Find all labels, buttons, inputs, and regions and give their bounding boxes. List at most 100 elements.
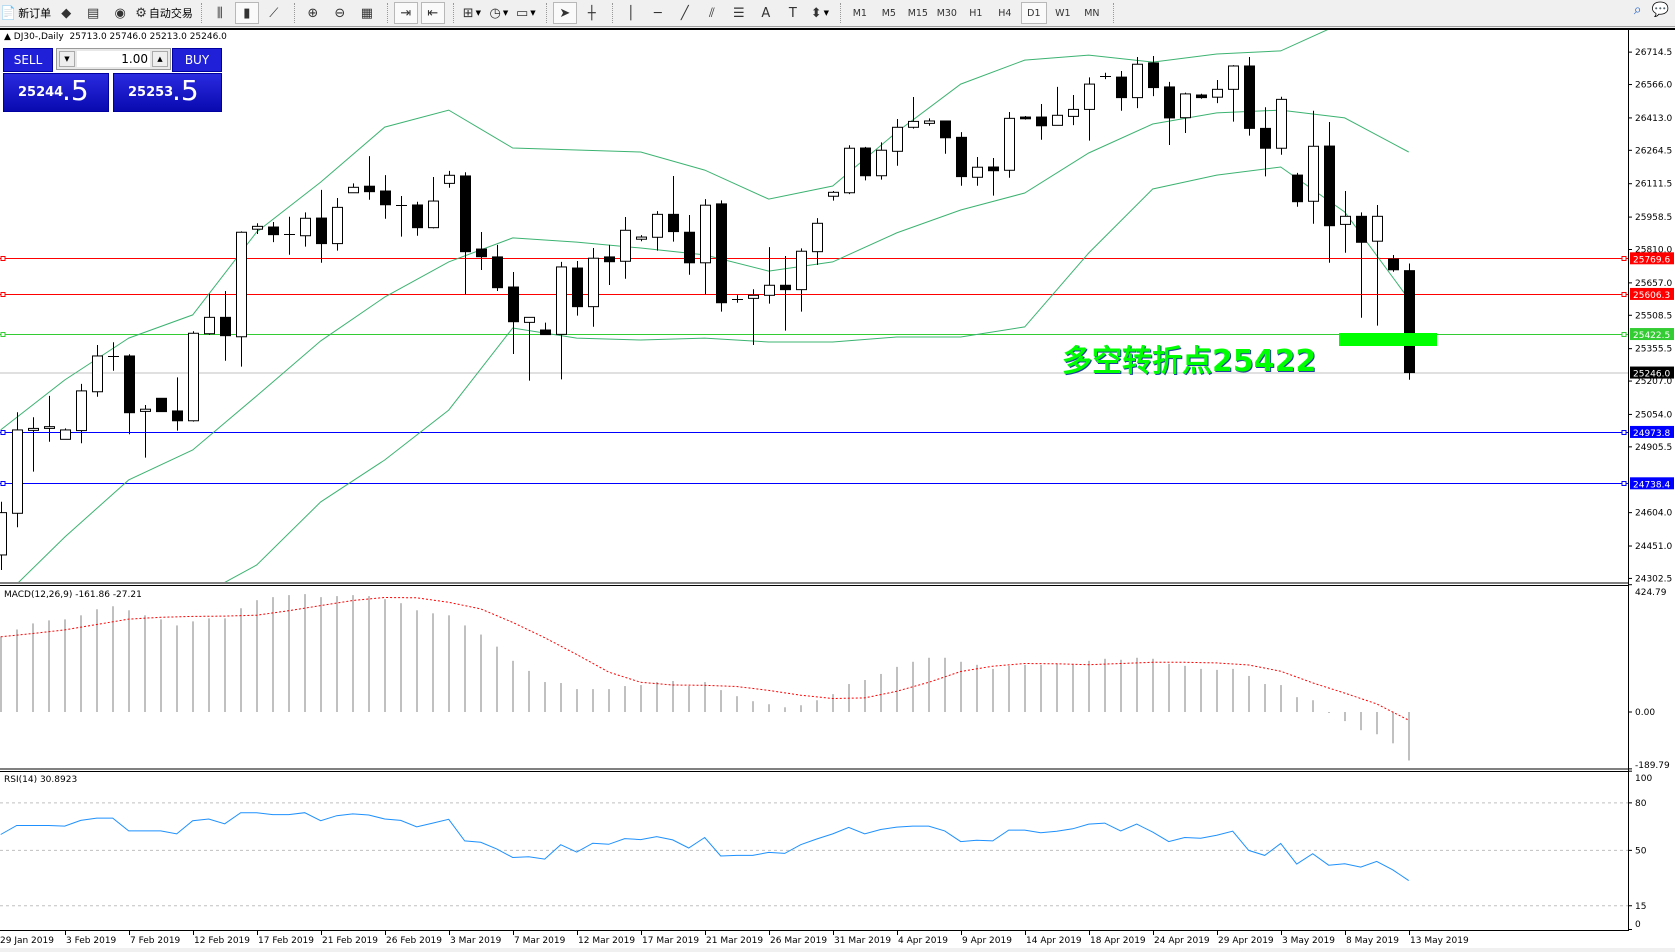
line-handle[interactable] (0, 332, 6, 337)
line-chart-button[interactable]: ⟋ (262, 2, 286, 24)
candle[interactable] (284, 216, 295, 255)
lot-decrease-button[interactable]: ▼ (59, 51, 75, 67)
vertical-line-button[interactable]: │ (619, 2, 643, 24)
pivot-annotation-text[interactable]: 多空转折点25422 (1062, 344, 1317, 379)
candle[interactable] (316, 189, 327, 263)
candle[interactable] (12, 412, 23, 528)
candle[interactable] (188, 331, 199, 422)
candle[interactable] (476, 232, 487, 270)
buy-button[interactable]: BUY (172, 48, 222, 72)
trendline-button[interactable]: ╱ (673, 2, 697, 24)
candle[interactable] (492, 244, 503, 291)
candle[interactable] (1196, 93, 1207, 99)
candle[interactable] (60, 428, 71, 440)
candle[interactable] (908, 96, 919, 129)
timeframe-m1[interactable]: M1 (852, 7, 867, 19)
timeframe-h4[interactable]: H4 (998, 7, 1012, 19)
candle[interactable] (812, 218, 823, 265)
dropdown-arrow-icon[interactable]: ▼ (823, 9, 829, 17)
arrows-button[interactable]: ⬍ ▼ (808, 2, 832, 24)
candle[interactable] (364, 156, 375, 200)
timeframe-m30[interactable]: M30 (936, 7, 957, 19)
time-axis[interactable]: 29 Jan 2019 3 Feb 2019 7 Feb 2019 12 Feb 20… (0, 930, 1469, 946)
candle[interactable] (1324, 122, 1335, 263)
line-handle[interactable] (0, 292, 6, 297)
lot-increase-button[interactable]: ▲ (152, 51, 168, 67)
candle[interactable] (92, 345, 103, 397)
new-order-button[interactable]: 📄 新订单 (0, 2, 51, 24)
candle[interactable] (652, 211, 663, 251)
candle[interactable] (924, 118, 935, 126)
candle[interactable] (860, 146, 871, 181)
horizontal-line-button[interactable]: ─ (646, 2, 670, 24)
candle[interactable] (156, 397, 167, 413)
candle[interactable] (844, 145, 855, 195)
tile-windows-button[interactable]: ▦ (355, 2, 379, 24)
candle[interactable] (252, 223, 263, 234)
line-handle[interactable] (1621, 292, 1627, 297)
candle[interactable] (1052, 86, 1063, 126)
auto-trading-button[interactable]: ⚙ 自动交易 (135, 2, 193, 24)
candle[interactable] (1260, 107, 1271, 177)
candle[interactable] (684, 215, 695, 275)
price-axis[interactable]: 26714.5 26566.0 26413.0 26264.5 26111.5 25958… (1628, 48, 1672, 584)
candle[interactable] (940, 120, 951, 154)
candle[interactable] (380, 175, 391, 219)
candle[interactable] (1116, 71, 1127, 111)
line-handle[interactable] (0, 430, 6, 435)
candle[interactable] (1212, 79, 1223, 104)
candle[interactable] (1388, 254, 1399, 272)
fibonacci-button[interactable]: ☰ (727, 2, 751, 24)
auto-scroll-button[interactable]: ⇥ (393, 2, 418, 24)
candle[interactable] (572, 261, 583, 316)
candle[interactable] (1036, 103, 1047, 140)
candle[interactable] (1100, 72, 1111, 80)
candle[interactable] (220, 290, 231, 361)
candle[interactable] (1020, 115, 1031, 120)
candle[interactable] (1228, 65, 1239, 122)
candle[interactable] (716, 200, 727, 312)
candle[interactable] (124, 354, 135, 435)
candle[interactable] (540, 322, 551, 336)
line-handle[interactable] (1621, 430, 1627, 435)
pivot-marker-rect[interactable] (1339, 333, 1437, 346)
candle[interactable] (1148, 55, 1159, 97)
candle[interactable] (348, 183, 359, 194)
line-handle[interactable] (1621, 481, 1627, 486)
chat-icon[interactable]: 💬 (1651, 2, 1669, 18)
candle[interactable] (1164, 81, 1175, 145)
candlestick-chart-button[interactable]: ▮ (234, 2, 259, 24)
candle[interactable] (700, 199, 711, 295)
candle[interactable] (204, 293, 215, 336)
cursor-button[interactable]: ➤ (552, 2, 577, 24)
candle[interactable] (460, 172, 471, 295)
indicators-button[interactable]: ⊞ ▼ (460, 2, 484, 24)
zoom-in-button[interactable]: ⊕ (301, 2, 325, 24)
periods-clock-button[interactable]: ◷ ▼ (487, 2, 511, 24)
candle[interactable] (28, 417, 39, 472)
candle[interactable] (300, 212, 311, 247)
candle[interactable] (892, 119, 903, 166)
candle[interactable] (604, 244, 615, 286)
timeframe-d1[interactable]: D1 (1020, 2, 1047, 24)
line-handle[interactable] (0, 481, 6, 486)
timeframe-w1[interactable]: W1 (1055, 7, 1071, 19)
zoom-out-button[interactable]: ⊖ (328, 2, 352, 24)
macd-panel[interactable] (0, 594, 1410, 761)
candle[interactable] (0, 501, 7, 571)
candle[interactable] (668, 175, 679, 242)
candle[interactable] (444, 170, 455, 188)
chart-shift-button[interactable]: ⇤ (420, 2, 445, 24)
candle[interactable] (1244, 57, 1255, 136)
candle[interactable] (988, 158, 999, 196)
candle[interactable] (956, 132, 967, 186)
market-watch-button[interactable]: ◆ (54, 2, 78, 24)
candle[interactable] (524, 316, 535, 381)
candle[interactable] (1372, 204, 1383, 326)
candle[interactable] (1308, 110, 1319, 224)
timeframe-h1[interactable]: H1 (969, 7, 983, 19)
candle[interactable] (44, 395, 55, 442)
candle[interactable] (1180, 92, 1191, 133)
bar-chart-button[interactable]: ⫼ (208, 2, 232, 24)
equidistant-channel-button[interactable]: ⫽ (700, 2, 724, 24)
